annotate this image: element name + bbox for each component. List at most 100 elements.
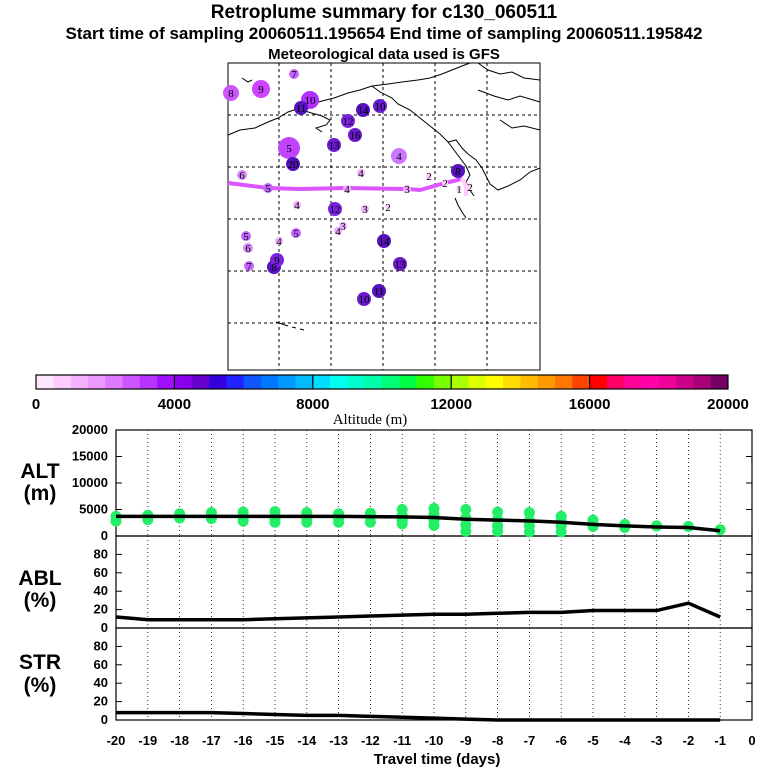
colorbar-cell xyxy=(624,375,642,389)
colorbar-cell xyxy=(658,375,677,389)
colorbar-cell xyxy=(105,375,123,389)
x-tick-label: -6 xyxy=(555,733,567,748)
colorbar-cell xyxy=(485,375,504,389)
colorbar-cell xyxy=(347,375,365,389)
colorbar-cell xyxy=(641,375,660,389)
x-tick-label: -18 xyxy=(170,733,189,748)
colorbar-cell xyxy=(226,375,244,389)
cluster-marker xyxy=(237,170,247,180)
cluster-label: 4 xyxy=(276,236,282,248)
cluster-marker xyxy=(243,243,253,253)
alt-scatter-point xyxy=(523,526,535,538)
alt-scatter-point xyxy=(555,526,567,538)
cluster-marker xyxy=(357,292,371,306)
colorbar-cell xyxy=(416,375,435,389)
colorbar-cell xyxy=(209,375,227,389)
cluster-marker xyxy=(426,173,432,179)
cluster-marker xyxy=(244,261,254,271)
cluster-label: 6 xyxy=(245,243,251,255)
x-tick-label: -3 xyxy=(651,733,663,748)
abl-ytick-label: 60 xyxy=(94,565,108,580)
cluster-label: 2 xyxy=(442,178,448,190)
cluster-marker xyxy=(278,137,300,159)
alt-scatter-point xyxy=(492,525,504,537)
str-ytick-label: 60 xyxy=(94,657,108,672)
alt-ytick-label: 10000 xyxy=(72,475,108,490)
colorbar-cell xyxy=(399,375,417,389)
colorbar-cell xyxy=(555,375,573,389)
x-tick-label: -2 xyxy=(683,733,695,748)
abl-ytick-label: 20 xyxy=(94,602,108,617)
str-panel-title: STR xyxy=(19,651,61,674)
cluster-label: 2 xyxy=(385,202,391,214)
colorbar-cell xyxy=(122,375,141,389)
alt-scatter-point xyxy=(460,504,472,515)
coastlines xyxy=(227,62,541,331)
cluster-marker xyxy=(334,227,342,235)
alt-scatter-point xyxy=(269,516,281,528)
cluster-marker xyxy=(289,69,299,79)
cluster-label: 5 xyxy=(286,143,292,155)
cluster-label: 3 xyxy=(362,204,368,216)
cluster-marker xyxy=(391,148,407,164)
colorbar-cell xyxy=(364,375,383,389)
alt-scatter-point xyxy=(523,507,535,519)
colorbar-tick-label: 0 xyxy=(32,396,40,413)
cluster-label: 2 xyxy=(467,182,473,194)
cluster-marker xyxy=(377,234,391,248)
cluster-marker xyxy=(373,99,387,113)
colorbar-cell xyxy=(503,375,521,389)
colorbar-cell xyxy=(36,375,54,389)
abl-panel-unit: (%) xyxy=(24,589,57,612)
cluster-label: 4 xyxy=(294,200,300,212)
cluster-label: 20 xyxy=(288,159,300,171)
alt-scatter-point xyxy=(333,516,345,528)
colorbar-cell xyxy=(174,375,192,389)
alt-scatter-point xyxy=(396,518,408,530)
time-series-panels: ALT (m) ABL (%) STR (%) 0 5000 10000 15000 2… xyxy=(18,422,755,768)
x-tick-label: -7 xyxy=(524,733,536,748)
x-tick-label: -12 xyxy=(361,733,380,748)
cluster-marker xyxy=(361,205,369,213)
x-tick-label: -10 xyxy=(425,733,444,748)
colorbar-cell xyxy=(382,375,400,389)
colorbar-cell xyxy=(468,375,487,389)
alt-ytick-label: 15000 xyxy=(72,449,108,464)
colorbar-tick-label: 16000 xyxy=(569,396,611,413)
cluster-label: 8 xyxy=(271,262,277,274)
cluster-label: 5 xyxy=(265,183,271,195)
colorbar-cell xyxy=(330,375,348,389)
cluster-label: 10 xyxy=(375,101,387,113)
str-ytick-label: 0 xyxy=(101,712,108,727)
colorbar-tick-label: 4000 xyxy=(158,396,191,413)
alt-panel-title: ALT xyxy=(20,460,59,483)
altitude-colorbar: 0 4000 8000 12000 16000 20000 Altitude (m) xyxy=(32,374,749,428)
abl-ytick-label: 40 xyxy=(94,583,108,598)
x-tick-label: -14 xyxy=(297,733,317,748)
cluster-label: 4 xyxy=(344,184,350,196)
cluster-label: 8 xyxy=(455,166,461,178)
cluster-marker xyxy=(357,169,365,177)
colorbar-cell xyxy=(606,375,625,389)
colorbar-tick-label: 8000 xyxy=(296,396,329,413)
colorbar-cell xyxy=(278,375,296,389)
cluster-marker xyxy=(341,114,355,128)
cluster-marker xyxy=(328,202,342,216)
cluster-marker xyxy=(343,185,351,193)
alt-ytick-label: 20000 xyxy=(72,422,108,437)
cluster-marker xyxy=(348,128,362,142)
colorbar-cell xyxy=(295,375,314,389)
str-ytick-label: 20 xyxy=(94,694,108,709)
cluster-marker xyxy=(403,185,411,193)
cluster-label: 16 xyxy=(350,130,362,142)
alt-panel-unit: (m) xyxy=(24,482,57,505)
chart-title: Retroplume summary for c130_060511 xyxy=(210,2,558,23)
colorbar-cell xyxy=(451,375,469,389)
colorbar-cell xyxy=(260,375,279,389)
alt-ytick-label: 5000 xyxy=(79,502,108,517)
alt-scatter-point xyxy=(237,515,249,527)
colorbar-tick-label: 20000 xyxy=(707,396,749,413)
